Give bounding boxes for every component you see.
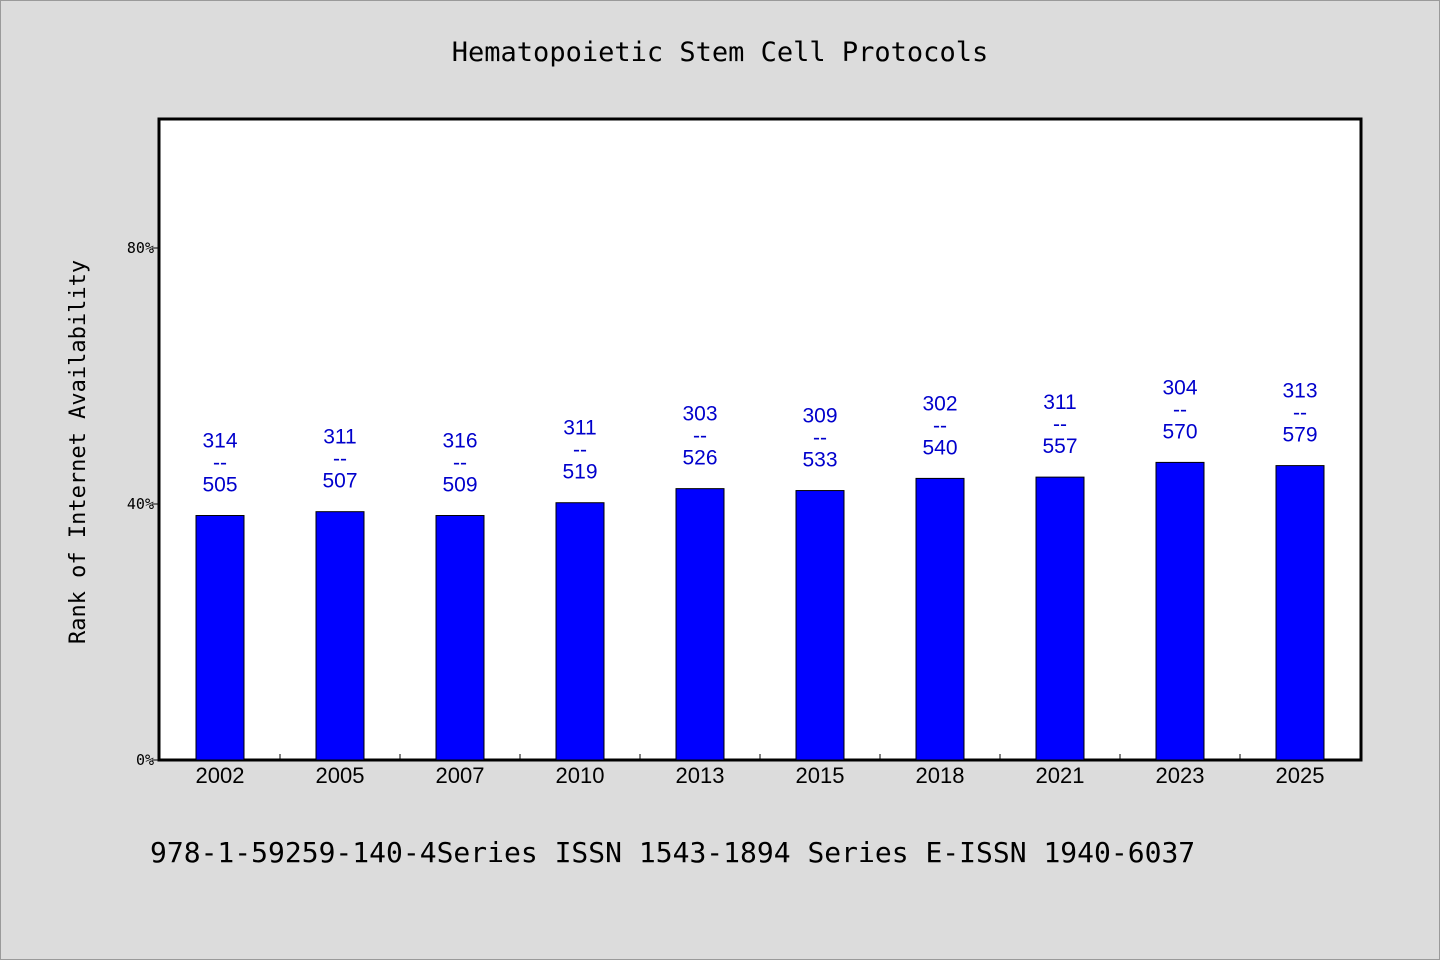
bar xyxy=(195,515,245,761)
bar xyxy=(1275,465,1325,761)
bar xyxy=(915,477,965,761)
data-label: -- xyxy=(1053,413,1067,436)
data-label: 533 xyxy=(802,449,837,472)
x-tick-label: 2007 xyxy=(436,763,485,788)
x-axis: 2002 2005 2007 2010 2013 2015 2018 2021 2023 2025 xyxy=(196,754,1325,788)
y-tick-label: 40% xyxy=(127,495,154,513)
x-tick-label: 2010 xyxy=(556,763,605,788)
data-label: 304 xyxy=(1162,376,1197,399)
data-label: -- xyxy=(333,448,347,471)
data-label: 309 xyxy=(802,405,837,428)
data-label: 509 xyxy=(442,474,477,497)
x-tick-label: 2021 xyxy=(1036,763,1085,788)
data-label: 540 xyxy=(922,436,957,459)
data-label: -- xyxy=(1173,398,1187,421)
bar xyxy=(795,490,845,761)
x-tick-label: 2005 xyxy=(316,763,365,788)
data-label: 519 xyxy=(562,461,597,484)
bar xyxy=(1035,476,1085,761)
data-label: -- xyxy=(693,425,707,448)
data-label: 314 xyxy=(202,430,237,453)
data-label: -- xyxy=(213,452,227,475)
data-label: 313 xyxy=(1282,380,1317,403)
data-label: 579 xyxy=(1282,424,1317,447)
footnote: 978-1-59259-140-4Series ISSN 1543-1894 S… xyxy=(150,836,1195,869)
data-label: 311 xyxy=(323,426,356,449)
x-tick-label: 2023 xyxy=(1156,763,1205,788)
data-label: -- xyxy=(813,427,827,450)
bar-series xyxy=(195,461,1325,761)
data-label: 303 xyxy=(682,403,717,426)
y-axis: 0% 40% 80% xyxy=(127,239,160,769)
data-labels: 314--505311--507316--509311--519303--526… xyxy=(202,376,1317,496)
data-label: 570 xyxy=(1162,420,1197,443)
data-label: 505 xyxy=(202,474,237,497)
bar xyxy=(435,515,485,761)
bar xyxy=(315,511,365,761)
x-tick-label: 2013 xyxy=(676,763,725,788)
y-axis-label: Rank of Internet Availability xyxy=(66,260,91,644)
data-label: -- xyxy=(453,452,467,475)
bar xyxy=(555,502,605,761)
data-label: 302 xyxy=(922,392,957,415)
x-tick-label: 2025 xyxy=(1276,763,1325,788)
data-label: 316 xyxy=(442,430,477,453)
data-label: 507 xyxy=(322,470,357,493)
data-label: -- xyxy=(933,414,947,437)
data-label: 557 xyxy=(1042,435,1077,458)
data-label: 311 xyxy=(563,417,596,440)
bar xyxy=(1155,461,1205,761)
data-label: 311 xyxy=(1043,391,1076,414)
data-label: 526 xyxy=(682,447,717,470)
x-tick-label: 2018 xyxy=(916,763,965,788)
x-tick-label: 2015 xyxy=(796,763,845,788)
data-label: -- xyxy=(573,439,587,462)
y-tick-label: 80% xyxy=(127,239,154,257)
chart-title: Hematopoietic Stem Cell Protocols xyxy=(452,37,988,68)
data-label: -- xyxy=(1293,402,1307,425)
y-tick-label: 0% xyxy=(136,751,154,769)
x-tick-label: 2002 xyxy=(196,763,245,788)
bar xyxy=(675,488,725,761)
